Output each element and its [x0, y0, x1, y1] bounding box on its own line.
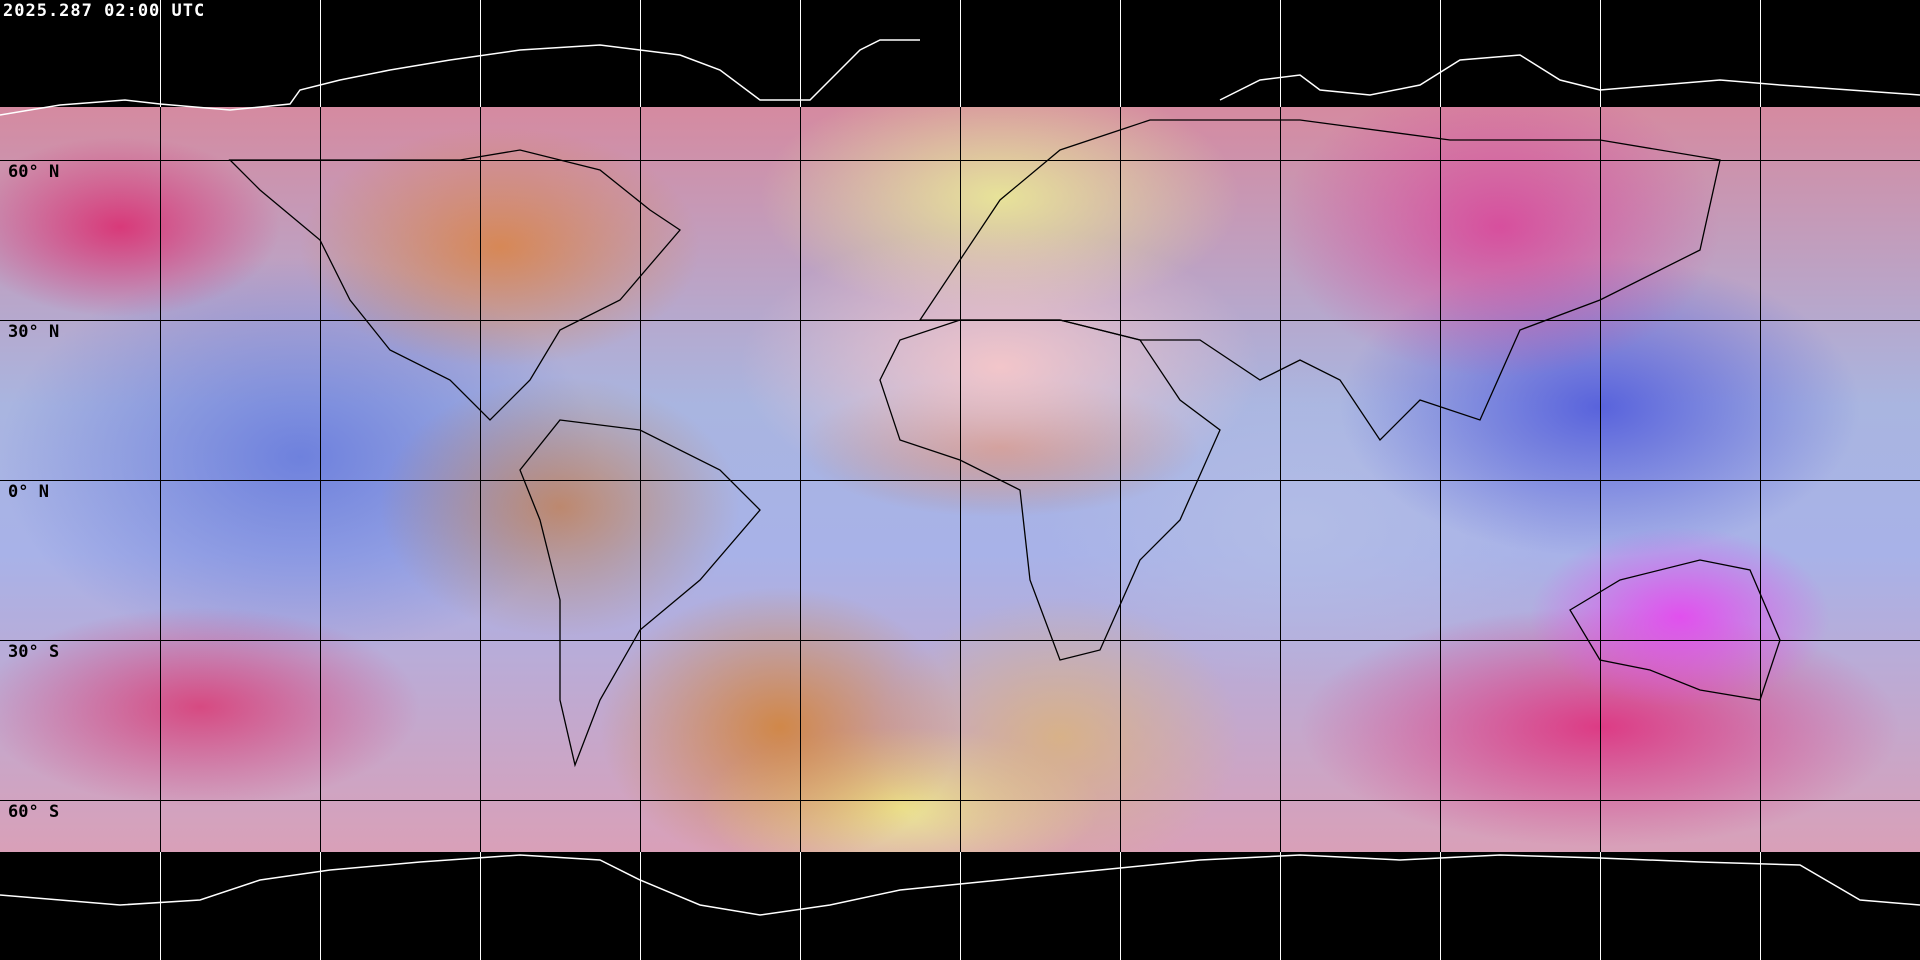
gridline-meridian-segment	[640, 107, 641, 852]
gridline-meridian	[1440, 0, 1441, 960]
gridline-meridian-segment	[1600, 107, 1601, 852]
africa-outline	[879, 319, 1221, 661]
gridline-meridian-segment	[960, 107, 961, 852]
gridline-meridian-segment	[1120, 107, 1121, 852]
gridline-meridian-segment	[1440, 107, 1441, 852]
gridline-meridian-segment	[1280, 107, 1281, 852]
gridline-meridian	[960, 0, 961, 960]
australia-outline	[1569, 559, 1781, 701]
lat-label-60s: 60° S	[8, 802, 60, 822]
gridline-meridian	[160, 0, 161, 960]
gridline-meridian-segment	[480, 107, 481, 852]
gridline-meridian-segment	[320, 107, 321, 852]
gridline-meridian	[320, 0, 321, 960]
lat-label-60n: 60° N	[8, 162, 60, 182]
gridline-meridian	[640, 0, 641, 960]
north-america-outline	[228, 149, 681, 421]
gridline-meridian	[1120, 0, 1121, 960]
gridline-meridian	[480, 0, 481, 960]
lat-label-30s: 30° S	[8, 642, 60, 662]
gridline-meridian	[1600, 0, 1601, 960]
gridline-meridian	[1760, 0, 1761, 960]
lat-label-0n: 0° N	[8, 482, 49, 502]
gridline-meridian-segment	[1760, 107, 1761, 852]
south-america-outline	[519, 419, 761, 768]
continent-coastlines	[228, 119, 1781, 768]
gridline-meridian	[800, 0, 801, 960]
eurasia-outline	[918, 119, 1721, 442]
lat-label-30n: 30° N	[8, 322, 60, 342]
gridline-meridian	[1280, 0, 1281, 960]
gridline-meridian-segment	[800, 107, 801, 852]
gridline-meridian-segment	[160, 107, 161, 852]
timestamp-label: 2025.287 02:00 UTC	[3, 1, 206, 21]
